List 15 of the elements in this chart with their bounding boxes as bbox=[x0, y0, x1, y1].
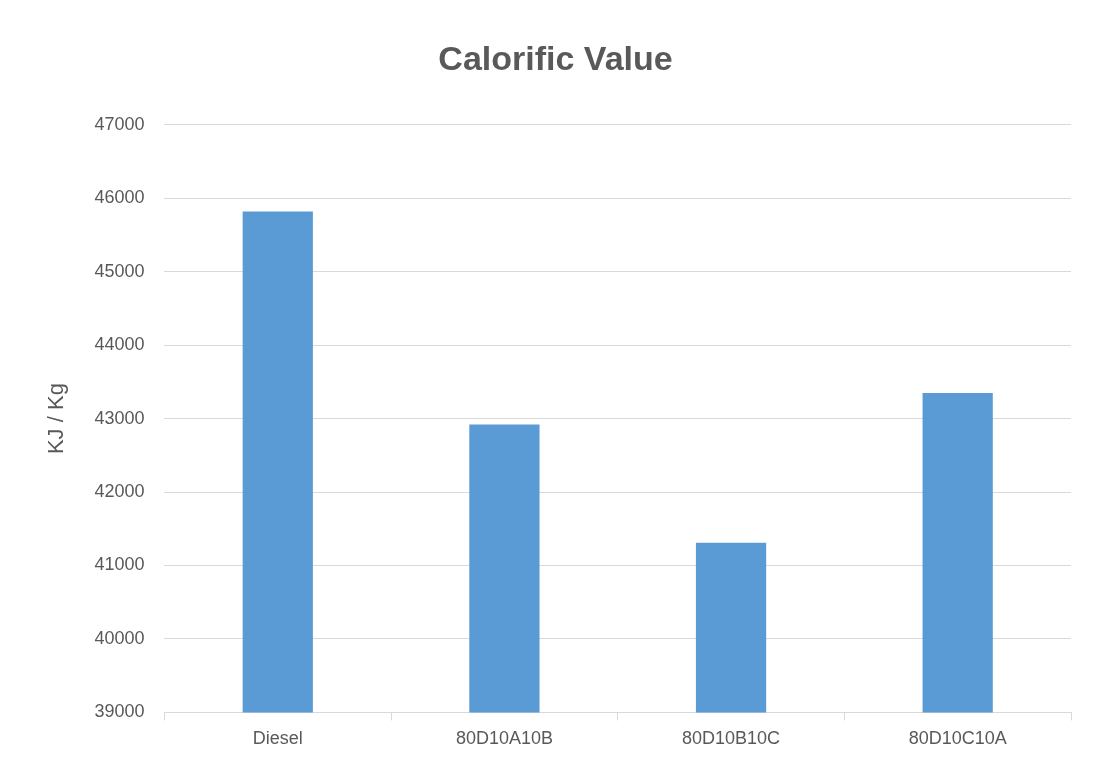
x-tick-label: Diesel bbox=[252, 728, 303, 749]
x-tick-label: 80D10A10B bbox=[455, 728, 553, 749]
y-tick-label: 46000 bbox=[94, 187, 145, 208]
y-tick-label: 44000 bbox=[94, 334, 145, 355]
y-axis-title: KJ / Kg bbox=[43, 383, 69, 455]
x-tick-label: 80D10B10C bbox=[682, 728, 781, 749]
y-tick-label: 42000 bbox=[94, 481, 145, 502]
y-tick-label: 45000 bbox=[94, 260, 145, 281]
chart-title: Calorific Value bbox=[438, 38, 673, 77]
y-tick-label: 40000 bbox=[94, 627, 145, 648]
y-tick-label: 47000 bbox=[94, 113, 145, 134]
y-tick-label: 43000 bbox=[94, 407, 145, 428]
y-tick-label: 39000 bbox=[94, 701, 145, 722]
y-tick-label: 41000 bbox=[94, 554, 145, 575]
x-tick-label: 80D10C10A bbox=[908, 728, 1007, 749]
